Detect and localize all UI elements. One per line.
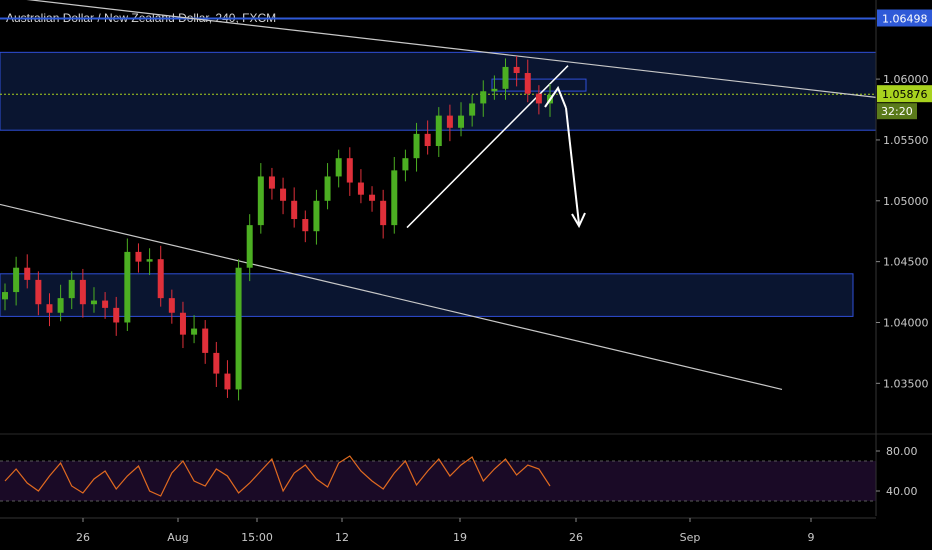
down-arrow-head (571, 212, 586, 229)
time-tick-label: Sep (680, 531, 701, 544)
candle-body (446, 115, 453, 128)
candle-body (335, 158, 342, 177)
candle-body (46, 304, 53, 313)
candle-body (246, 225, 253, 268)
rsi-line (4, 455, 551, 497)
candle-body (435, 115, 442, 147)
lower-zone (0, 273, 854, 317)
price-tick-label: 1.04000 (883, 316, 929, 329)
price-tick-label: 1.05000 (883, 195, 929, 208)
candle-body (491, 88, 498, 92)
candle-body (513, 66, 520, 74)
candle-body (257, 176, 264, 226)
time-tick-label: Aug (167, 531, 188, 544)
lower-trendline (0, 203, 783, 390)
candle-body (35, 279, 42, 305)
candle-body (380, 200, 387, 226)
candle-body (179, 312, 186, 335)
candle-body (369, 194, 376, 201)
candle-body (324, 176, 331, 201)
resistance-tag-label: 1.06498 (882, 12, 928, 25)
candle-body (280, 188, 287, 201)
candle-body (302, 219, 309, 232)
candle-body (68, 279, 75, 299)
candle-body (213, 352, 220, 374)
time-tick-label: 26 (569, 531, 583, 544)
resistance-tag (877, 9, 932, 27)
candle-body (502, 66, 509, 89)
upper-trendline (26, 0, 877, 98)
candle-body (24, 267, 31, 280)
countdown-label: 32:20 (881, 105, 913, 118)
rsi-tick-label: 40.00 (886, 485, 918, 498)
candle-body (102, 300, 109, 308)
candle-body (79, 279, 86, 305)
pullback-arrow (544, 85, 567, 109)
candle-body (90, 300, 97, 305)
candle-body (113, 307, 120, 323)
candle-body (524, 73, 531, 94)
candle-body (291, 200, 298, 220)
rsi-tick-label: 80.00 (886, 445, 918, 458)
candle-body (224, 373, 231, 390)
price-tick-label: 1.03500 (883, 377, 929, 390)
time-tick-label: 12 (335, 531, 349, 544)
candle-body (135, 251, 142, 262)
candle-body (480, 91, 487, 104)
down-arrow-shaft (565, 107, 580, 225)
candle-body (268, 176, 275, 189)
candlestick-series (2, 55, 553, 401)
candle-body (124, 251, 131, 323)
candle-body (157, 259, 164, 299)
candle-body (202, 328, 209, 353)
time-tick-label: 9 (808, 531, 815, 544)
candle-body (2, 292, 8, 300)
rsi-band (0, 461, 876, 501)
time-tick-label: 15:00 (241, 531, 273, 544)
candle-body (313, 200, 320, 232)
candle-body (424, 133, 431, 147)
time-tick-label: 19 (453, 531, 467, 544)
candle-body (346, 158, 353, 183)
price-tick-label: 1.05500 (883, 134, 929, 147)
countdown-tag (877, 103, 917, 120)
time-tick-label: 26 (76, 531, 90, 544)
candle-body (13, 267, 20, 293)
candle-body (413, 133, 420, 159)
last-price-tag (877, 85, 932, 103)
candle-body (57, 298, 64, 313)
candle-body (458, 115, 465, 128)
rising-trendline (406, 65, 569, 229)
candle-body (191, 328, 198, 335)
candle-body (535, 93, 542, 104)
price-tick-label: 1.04500 (883, 256, 929, 269)
candle-body (168, 298, 175, 313)
candle-body (357, 182, 364, 195)
candle-body (146, 259, 153, 262)
candle-body (402, 158, 409, 171)
last-price-tag-label: 1.05876 (882, 88, 928, 101)
candle-body (469, 103, 476, 116)
candle-body (391, 170, 398, 226)
price-tick-label: 1.06000 (883, 73, 929, 86)
candle-body (235, 267, 242, 390)
